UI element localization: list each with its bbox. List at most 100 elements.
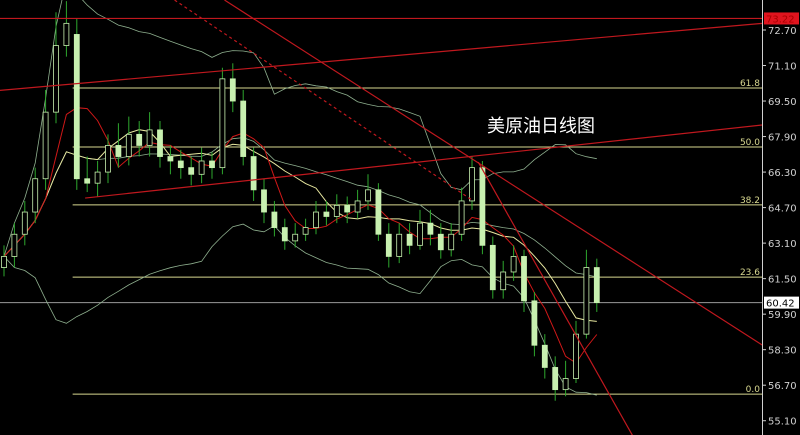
candle <box>261 178 267 224</box>
candle <box>157 121 163 168</box>
candle-body <box>323 211 330 217</box>
candle <box>458 187 465 241</box>
candle <box>396 223 403 264</box>
axis-tick-label: 61.50 <box>768 275 797 286</box>
candle <box>42 89 49 190</box>
axis-tick-label: 63.10 <box>768 239 797 250</box>
candle-body <box>489 244 496 291</box>
candle <box>21 200 28 246</box>
candle-body <box>125 133 132 157</box>
candle-body <box>437 233 444 251</box>
candle <box>63 1 70 57</box>
axis-tick-label: 55.10 <box>768 417 797 428</box>
candle <box>136 121 143 157</box>
candle-body <box>250 156 257 191</box>
candle <box>84 156 91 193</box>
candle <box>427 209 434 246</box>
candle-body <box>375 189 382 235</box>
candle <box>323 200 330 226</box>
candle-body <box>53 45 59 113</box>
trend-line <box>477 161 633 435</box>
candle <box>375 183 382 241</box>
candle-body <box>552 367 559 391</box>
candle <box>240 89 247 166</box>
candle <box>105 134 111 184</box>
candle-body <box>500 271 507 291</box>
candle <box>573 320 579 383</box>
candle <box>417 209 423 250</box>
candle-body <box>21 211 28 235</box>
candle <box>302 218 309 241</box>
candle <box>167 145 174 175</box>
candle-body <box>11 233 18 257</box>
candle-body <box>479 167 486 246</box>
axis-tick-label: 64.70 <box>768 204 797 215</box>
candle <box>11 223 18 268</box>
candle <box>125 116 132 166</box>
top-price-badge <box>764 12 799 25</box>
trend-line <box>174 0 473 201</box>
candle <box>115 123 122 168</box>
candle-body <box>396 233 403 257</box>
candle-body <box>458 200 465 235</box>
fib-label: 23.6 <box>740 268 760 278</box>
candle <box>437 223 444 259</box>
candle-body <box>427 222 434 235</box>
candle <box>354 189 361 219</box>
moving-average-10-line <box>3 129 597 322</box>
candle-body <box>32 178 39 213</box>
candle <box>562 360 569 397</box>
candle-body <box>521 256 527 302</box>
candle <box>313 200 319 235</box>
candle-body <box>365 189 371 202</box>
candle-body <box>115 145 122 157</box>
candle-body <box>281 227 288 242</box>
candle <box>365 174 371 210</box>
candle <box>188 156 195 186</box>
candle <box>448 223 455 257</box>
fib-label: 61.8 <box>740 79 760 89</box>
axis-tick-label: 56.70 <box>768 381 797 392</box>
candle <box>1 245 7 277</box>
moving-average-5-line <box>3 107 598 364</box>
candle-body <box>541 344 548 368</box>
candle-body <box>313 211 319 228</box>
candle-body <box>177 160 184 169</box>
candle-body <box>583 267 590 335</box>
candle-body <box>42 111 49 180</box>
trend-line <box>224 0 763 346</box>
bollinger-middle-band <box>3 137 597 278</box>
candle-body <box>63 22 70 46</box>
axis-tick-label: 72.70 <box>768 26 797 37</box>
candle <box>385 223 392 268</box>
price-axis-background <box>762 0 800 435</box>
candle-body <box>593 267 600 304</box>
candle-body <box>188 167 195 175</box>
candle-body <box>136 133 143 146</box>
last-price-label: 60.42 <box>766 299 795 310</box>
candle <box>53 12 59 124</box>
candle-body <box>385 233 392 257</box>
candle <box>250 147 257 201</box>
candle-body <box>271 211 278 228</box>
axis-tick-label: 67.90 <box>768 133 797 144</box>
candle <box>209 152 215 179</box>
candle <box>479 160 486 255</box>
candle <box>229 63 236 113</box>
candle-body <box>344 204 351 213</box>
candle <box>198 147 205 184</box>
axis-tick-label: 69.50 <box>768 97 797 108</box>
candle <box>510 245 517 281</box>
candle <box>541 334 548 379</box>
chart-title: 美原油日线图 <box>487 116 595 137</box>
fib-label: 38.2 <box>740 196 760 206</box>
candle-body <box>105 145 111 173</box>
candle <box>552 356 559 401</box>
candle-body <box>448 233 455 251</box>
fib-label: 50.0 <box>740 138 760 148</box>
candle <box>146 112 153 157</box>
candle-body <box>406 233 413 246</box>
trend-line <box>0 22 763 91</box>
candle-body <box>417 222 423 246</box>
